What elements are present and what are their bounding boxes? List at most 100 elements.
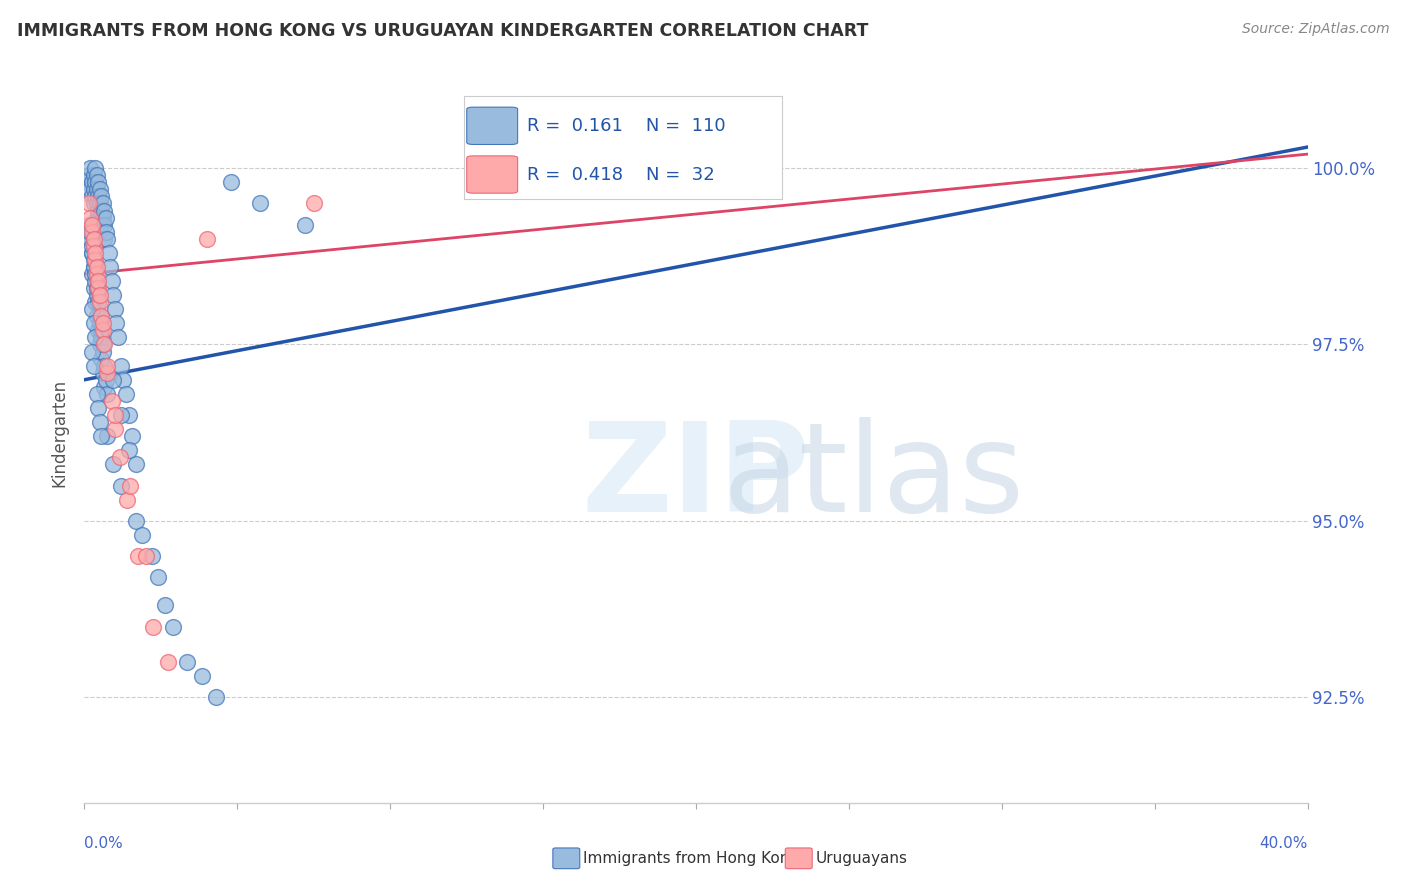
Point <box>96 429 118 443</box>
Point <box>77 196 100 211</box>
Point <box>96 366 118 380</box>
Point <box>94 225 117 239</box>
Point <box>80 344 103 359</box>
Point <box>91 211 114 225</box>
Point <box>80 218 103 232</box>
Point <box>90 330 112 344</box>
Point <box>83 239 105 253</box>
Point <box>84 274 107 288</box>
Text: IMMIGRANTS FROM HONG KONG VS URUGUAYAN KINDERGARTEN CORRELATION CHART: IMMIGRANTS FROM HONG KONG VS URUGUAYAN K… <box>17 22 869 40</box>
Point <box>83 260 105 274</box>
Point <box>87 281 110 295</box>
Point <box>135 549 157 563</box>
Point <box>93 232 115 246</box>
Point <box>79 232 101 246</box>
Point <box>96 232 118 246</box>
Point <box>80 267 103 281</box>
Point <box>302 196 325 211</box>
Point <box>91 196 114 211</box>
Point <box>90 323 112 337</box>
Point <box>93 218 115 232</box>
Point <box>195 232 218 246</box>
Point <box>176 655 198 669</box>
Point <box>94 373 117 387</box>
Point <box>103 288 125 302</box>
Point <box>84 252 107 267</box>
Point <box>90 429 112 443</box>
Point <box>131 528 153 542</box>
Point <box>120 478 142 492</box>
Point <box>83 316 105 330</box>
Point <box>91 344 114 359</box>
Point <box>586 161 609 176</box>
Point <box>83 281 105 295</box>
Point <box>98 260 121 274</box>
Point <box>89 225 111 239</box>
Point <box>83 359 105 373</box>
Point <box>83 182 105 196</box>
Point <box>84 175 107 189</box>
Point <box>94 211 117 225</box>
Point <box>87 218 110 232</box>
Point <box>97 245 120 260</box>
Text: 0.0%: 0.0% <box>84 836 124 851</box>
Text: ZIP: ZIP <box>582 417 810 538</box>
Point <box>93 380 115 394</box>
Point <box>87 189 110 203</box>
Point <box>91 323 114 337</box>
Point <box>114 387 136 401</box>
Point <box>104 302 127 317</box>
Point <box>105 316 128 330</box>
Point <box>89 415 111 429</box>
Point <box>83 260 105 274</box>
Point <box>146 570 169 584</box>
Point <box>107 330 129 344</box>
Point <box>93 203 115 218</box>
Point <box>89 337 111 351</box>
Point <box>110 359 132 373</box>
Point <box>84 330 107 344</box>
Point <box>80 225 103 239</box>
Point <box>104 408 127 422</box>
Point <box>83 232 105 246</box>
Point <box>90 310 112 324</box>
FancyBboxPatch shape <box>553 848 579 869</box>
Point <box>142 619 165 633</box>
Point <box>96 359 118 373</box>
Point <box>86 288 108 302</box>
Point <box>219 175 242 189</box>
Point <box>108 450 131 465</box>
Point <box>157 655 180 669</box>
Point <box>89 288 111 302</box>
Point <box>90 351 112 366</box>
Point <box>86 168 108 182</box>
Text: Uruguayans: Uruguayans <box>815 851 908 866</box>
Point <box>249 196 271 211</box>
Point <box>86 182 108 196</box>
Point <box>110 408 132 422</box>
Point <box>90 189 112 203</box>
Point <box>84 295 107 310</box>
Point <box>79 225 101 239</box>
Point <box>77 168 100 182</box>
Point <box>86 281 108 295</box>
Point <box>101 393 124 408</box>
Point <box>86 310 108 324</box>
Point <box>110 478 132 492</box>
Point <box>89 211 111 225</box>
Point <box>86 260 108 274</box>
FancyBboxPatch shape <box>786 848 813 869</box>
Point <box>96 387 118 401</box>
Point <box>121 429 143 443</box>
Point <box>79 211 101 225</box>
Point <box>101 274 124 288</box>
Point <box>91 337 114 351</box>
Point <box>93 359 115 373</box>
Point <box>141 549 163 563</box>
Point <box>87 401 110 415</box>
Point <box>104 422 127 436</box>
Point <box>84 161 107 176</box>
Point <box>115 492 138 507</box>
Point <box>87 203 110 218</box>
Point <box>118 443 141 458</box>
